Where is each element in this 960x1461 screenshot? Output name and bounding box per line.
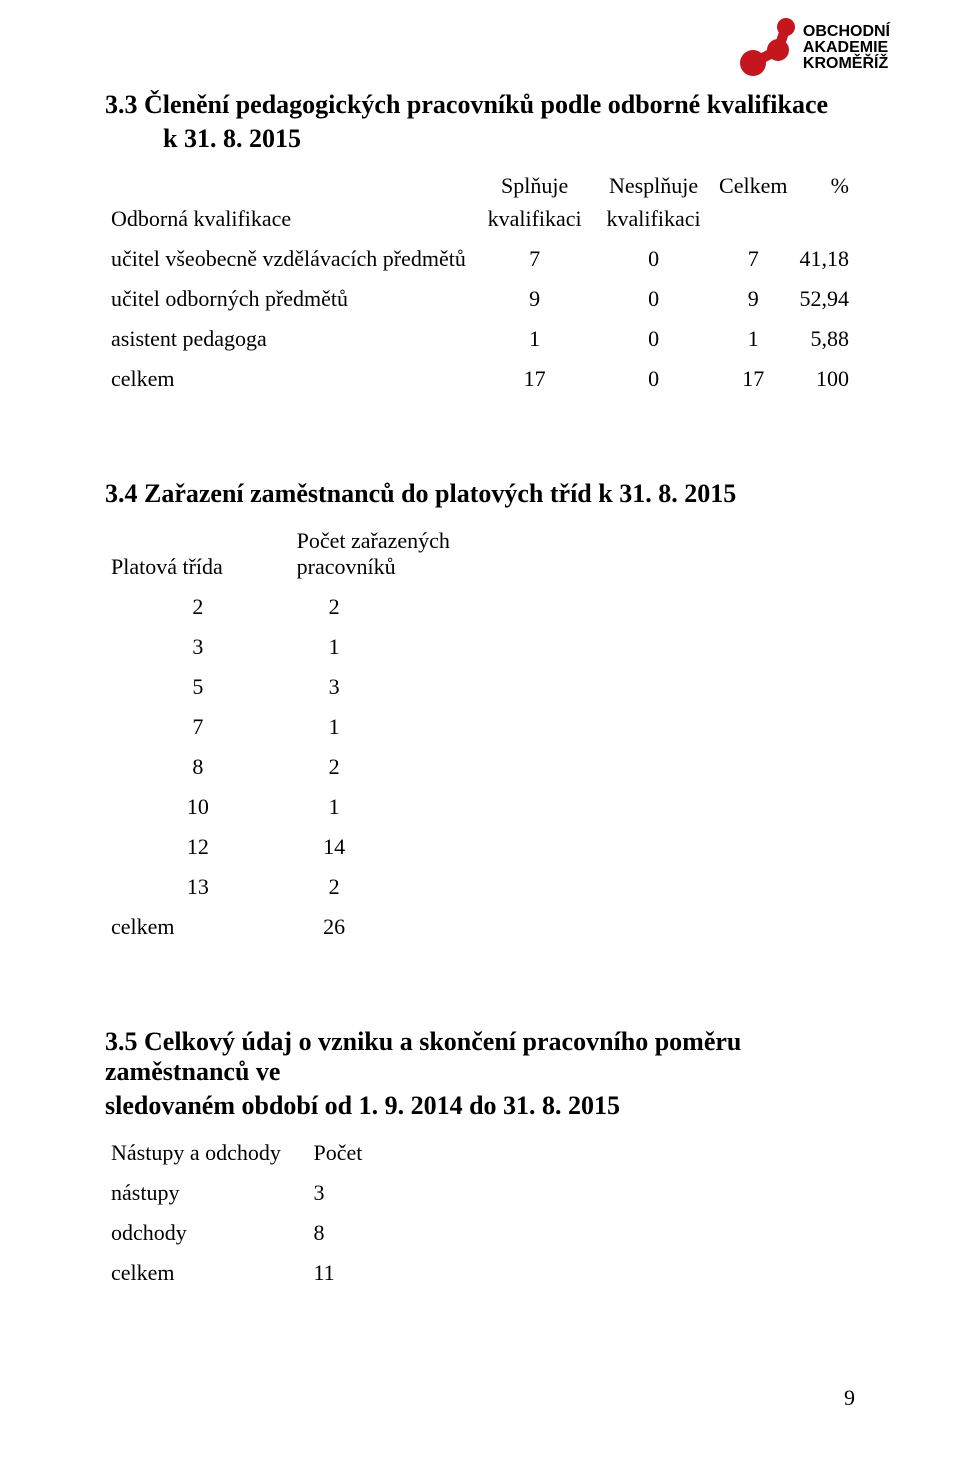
cell-value: 1 — [475, 319, 594, 359]
logo-line-2: AKADEMIE — [803, 40, 890, 56]
table-row-total: celkem 17 0 17 100 — [105, 359, 855, 399]
cell-value: 1 — [291, 707, 518, 747]
cell-value: 7 — [713, 239, 793, 279]
cell-label: učitel odborných předmětů — [105, 279, 475, 319]
section-3-3-title-line-2: k 31. 8. 2015 — [105, 124, 855, 154]
table-row: asistent pedagoga 1 0 1 5,88 — [105, 319, 855, 359]
cell-value: 9 — [475, 279, 594, 319]
logo-line-1: OBCHODNÍ — [803, 24, 890, 40]
cell-value: 17 — [713, 359, 793, 399]
cell-value: 5,88 — [793, 319, 855, 359]
table-header-row: Nástupy a odchody Počet — [105, 1133, 443, 1173]
cell-label: učitel všeobecně vzdělávacích předmětů — [105, 239, 475, 279]
section-3-3-title-line-1: 3.3 Členění pedagogických pracovníků pod… — [105, 90, 855, 120]
cell-value: 10 — [105, 787, 291, 827]
section-3-4-title: 3.4 Zařazení zaměstnanců do platových tř… — [105, 479, 855, 509]
cell-value: 2 — [105, 587, 291, 627]
table-row: 8 2 — [105, 747, 518, 787]
cell-value: 0 — [594, 279, 713, 319]
cell-label: celkem — [105, 1253, 308, 1293]
cell-value: 17 — [475, 359, 594, 399]
logo-line-3: KROMĚŘÍŽ — [803, 56, 890, 72]
cell-value: 3 — [291, 667, 518, 707]
qualification-table: Splňuje Nesplňuje Celkem % Odborná kvali… — [105, 166, 855, 399]
col-nesplnuje-2: kvalifikaci — [594, 206, 713, 239]
cell-value: 8 — [308, 1213, 443, 1253]
table-row-total: celkem 11 — [105, 1253, 443, 1293]
table-row: 10 1 — [105, 787, 518, 827]
cell-value: 0 — [594, 319, 713, 359]
cell-label: nástupy — [105, 1173, 308, 1213]
table-row-total: celkem 26 — [105, 907, 518, 947]
table-header-row-2: Odborná kvalifikace kvalifikaci kvalifik… — [105, 206, 855, 239]
cell-value: 7 — [475, 239, 594, 279]
cell-value: 11 — [308, 1253, 443, 1293]
table-row: 12 14 — [105, 827, 518, 867]
col-odborna: Odborná kvalifikace — [105, 206, 475, 239]
cell-value: 100 — [793, 359, 855, 399]
logo-mark-icon — [733, 15, 803, 80]
cell-value: 12 — [105, 827, 291, 867]
col-celkem: Celkem — [713, 166, 793, 206]
cell-value: 5 — [105, 667, 291, 707]
cell-value: 14 — [291, 827, 518, 867]
salary-class-table: Platová třída Počet zařazených pracovník… — [105, 521, 518, 947]
cell-value: 2 — [291, 587, 518, 627]
table-row: učitel všeobecně vzdělávacích předmětů 7… — [105, 239, 855, 279]
cell-label: celkem — [105, 359, 475, 399]
cell-value: 1 — [291, 627, 518, 667]
cell-value: 2 — [291, 747, 518, 787]
employment-table: Nástupy a odchody Počet nástupy 3 odchod… — [105, 1133, 443, 1293]
col-nesplnuje: Nesplňuje — [594, 166, 713, 206]
col-pocet: Počet zařazených pracovníků — [291, 521, 518, 587]
col-platova-trida: Platová třída — [105, 521, 291, 587]
table-row: nástupy 3 — [105, 1173, 443, 1213]
cell-value: 0 — [594, 239, 713, 279]
logo-text: OBCHODNÍ AKADEMIE KROMĚŘÍŽ — [803, 24, 890, 72]
cell-value: 0 — [594, 359, 713, 399]
table-header-row: Splňuje Nesplňuje Celkem % — [105, 166, 855, 206]
cell-value: 1 — [291, 787, 518, 827]
table-header-row: Platová třída Počet zařazených pracovník… — [105, 521, 518, 587]
table-row: odchody 8 — [105, 1213, 443, 1253]
cell-value: 9 — [713, 279, 793, 319]
col-pct: % — [793, 166, 855, 206]
table-row: 5 3 — [105, 667, 518, 707]
cell-value: 3 — [308, 1173, 443, 1213]
col-nastupy-odchody: Nástupy a odchody — [105, 1133, 308, 1173]
cell-label: odchody — [105, 1213, 308, 1253]
table-row: 3 1 — [105, 627, 518, 667]
table-row: 13 2 — [105, 867, 518, 907]
cell-value: 52,94 — [793, 279, 855, 319]
cell-value: 3 — [105, 627, 291, 667]
table-row: učitel odborných předmětů 9 0 9 52,94 — [105, 279, 855, 319]
cell-label: asistent pedagoga — [105, 319, 475, 359]
cell-value: 8 — [105, 747, 291, 787]
table-row: 2 2 — [105, 587, 518, 627]
table-row: 7 1 — [105, 707, 518, 747]
cell-value: 13 — [105, 867, 291, 907]
col-splnuje-2: kvalifikaci — [475, 206, 594, 239]
col-splnuje: Splňuje — [475, 166, 594, 206]
col-pocet: Počet — [308, 1133, 443, 1173]
logo: OBCHODNÍ AKADEMIE KROMĚŘÍŽ — [733, 15, 890, 80]
cell-label: celkem — [105, 907, 291, 947]
cell-value: 1 — [713, 319, 793, 359]
cell-value: 26 — [291, 907, 518, 947]
section-3-5-title-line-1: 3.5 Celkový údaj o vzniku a skončení pra… — [105, 1027, 855, 1087]
page-number: 9 — [844, 1385, 855, 1411]
cell-value: 7 — [105, 707, 291, 747]
cell-value: 2 — [291, 867, 518, 907]
section-3-5-title-line-2: sledovaném období od 1. 9. 2014 do 31. 8… — [105, 1091, 855, 1121]
cell-value: 41,18 — [793, 239, 855, 279]
